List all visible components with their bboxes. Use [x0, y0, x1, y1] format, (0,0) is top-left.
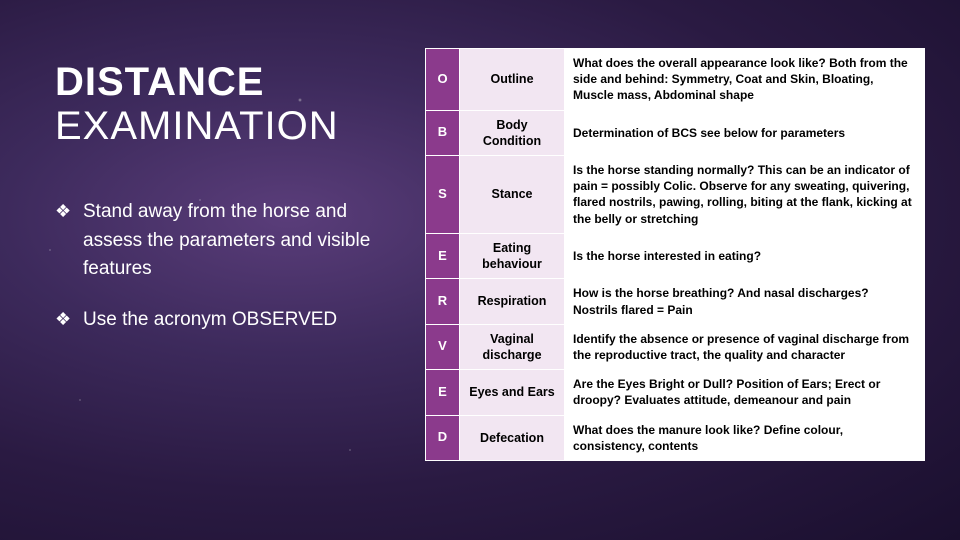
acronym-letter: V [426, 324, 460, 370]
term-cell: Body Condition [460, 110, 565, 156]
acronym-letter: S [426, 156, 460, 234]
title-line-2: EXAMINATION [55, 104, 395, 148]
left-column: DISTANCE EXAMINATION Stand away from the… [0, 0, 415, 540]
term-cell: Defecation [460, 415, 565, 460]
description-cell: Is the horse interested in eating? [565, 233, 925, 279]
term-cell: Eating behaviour [460, 233, 565, 279]
acronym-letter: O [426, 49, 460, 111]
acronym-letter: E [426, 370, 460, 415]
table-row: DDefecationWhat does the manure look lik… [426, 415, 925, 460]
table-row: RRespirationHow is the horse breathing? … [426, 279, 925, 324]
description-cell: What does the overall appearance look li… [565, 49, 925, 111]
table-body: OOutlineWhat does the overall appearance… [426, 49, 925, 461]
acronym-letter: D [426, 415, 460, 460]
description-cell: Are the Eyes Bright or Dull? Position of… [565, 370, 925, 415]
acronym-letter: E [426, 233, 460, 279]
description-cell: How is the horse breathing? And nasal di… [565, 279, 925, 324]
description-cell: What does the manure look like? Define c… [565, 415, 925, 460]
term-cell: Eyes and Ears [460, 370, 565, 415]
table-row: SStanceIs the horse standing normally? T… [426, 156, 925, 234]
term-cell: Stance [460, 156, 565, 234]
description-cell: Identify the absence or presence of vagi… [565, 324, 925, 370]
term-cell: Vaginal discharge [460, 324, 565, 370]
table-row: EEyes and EarsAre the Eyes Bright or Dul… [426, 370, 925, 415]
bullet-list: Stand away from the horse and assess the… [55, 198, 395, 334]
acronym-letter: B [426, 110, 460, 156]
slide: DISTANCE EXAMINATION Stand away from the… [0, 0, 960, 540]
table-row: VVaginal dischargeIdentify the absence o… [426, 324, 925, 370]
bullet-item: Stand away from the horse and assess the… [55, 198, 395, 284]
right-column: OOutlineWhat does the overall appearance… [415, 0, 960, 540]
observed-table: OOutlineWhat does the overall appearance… [425, 48, 925, 461]
description-cell: Determination of BCS see below for param… [565, 110, 925, 156]
description-cell: Is the horse standing normally? This can… [565, 156, 925, 234]
title-line-1: DISTANCE [55, 60, 395, 104]
acronym-letter: R [426, 279, 460, 324]
table-row: OOutlineWhat does the overall appearance… [426, 49, 925, 111]
bullet-item: Use the acronym OBSERVED [55, 306, 395, 335]
table-row: EEating behaviourIs the horse interested… [426, 233, 925, 279]
term-cell: Outline [460, 49, 565, 111]
term-cell: Respiration [460, 279, 565, 324]
table-row: BBody ConditionDetermination of BCS see … [426, 110, 925, 156]
